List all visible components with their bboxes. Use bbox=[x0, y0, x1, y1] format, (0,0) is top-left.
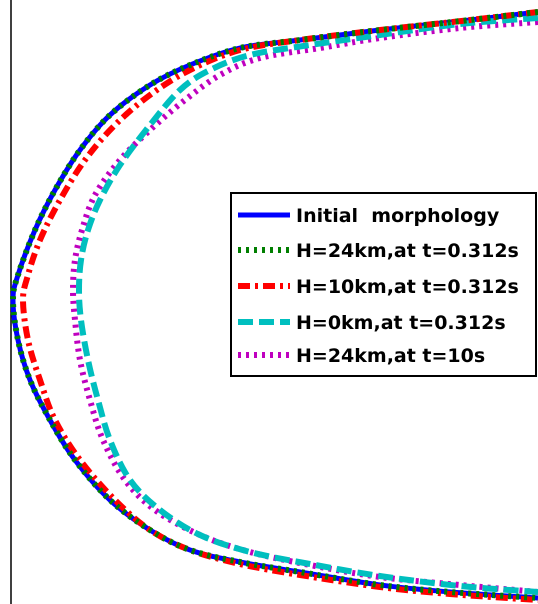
legend-label-0: Initial morphology bbox=[296, 205, 500, 227]
series-layer bbox=[9, 9, 538, 603]
series-line-1 bbox=[9, 9, 538, 601]
legend-label-3: H=0km,at t=0.312s bbox=[296, 312, 506, 334]
series-line-3 bbox=[75, 15, 538, 595]
legend-label-1: H=24km,at t=0.312s bbox=[296, 240, 519, 262]
legend-label-4: H=24km,at t=10s bbox=[296, 345, 485, 367]
legend-label-2: H=10km,at t=0.312s bbox=[296, 276, 519, 298]
legend: Initial morphology H=24km,at t=0.312s H=… bbox=[230, 192, 537, 377]
series-line-2 bbox=[19, 9, 538, 603]
